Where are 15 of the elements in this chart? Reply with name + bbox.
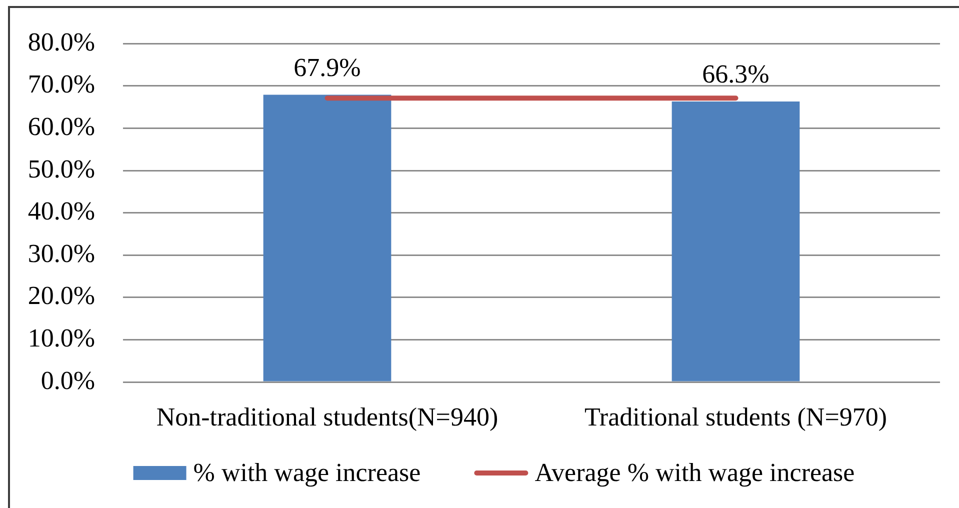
legend-label: Average % with wage increase — [534, 458, 855, 487]
y-tick-label: 30.0% — [28, 238, 95, 268]
x-tick-label: Non-traditional students(N=940) — [156, 402, 498, 432]
data-label: 67.9% — [294, 52, 361, 82]
y-tick-label: 70.0% — [28, 70, 95, 99]
data-label: 66.3% — [702, 60, 770, 89]
y-tick-label: 10.0% — [28, 324, 95, 353]
y-tick-label: 0.0% — [40, 366, 95, 395]
y-tick-label: 50.0% — [28, 154, 95, 184]
y-tick-label: 60.0% — [28, 112, 95, 142]
y-tick-label: 40.0% — [28, 196, 95, 226]
y-tick-label: 20.0% — [28, 281, 95, 310]
x-tick-label: Traditional students (N=970) — [584, 402, 888, 432]
y-tick-label: 80.0% — [28, 27, 95, 56]
legend-label: % with wage increase — [193, 458, 421, 487]
